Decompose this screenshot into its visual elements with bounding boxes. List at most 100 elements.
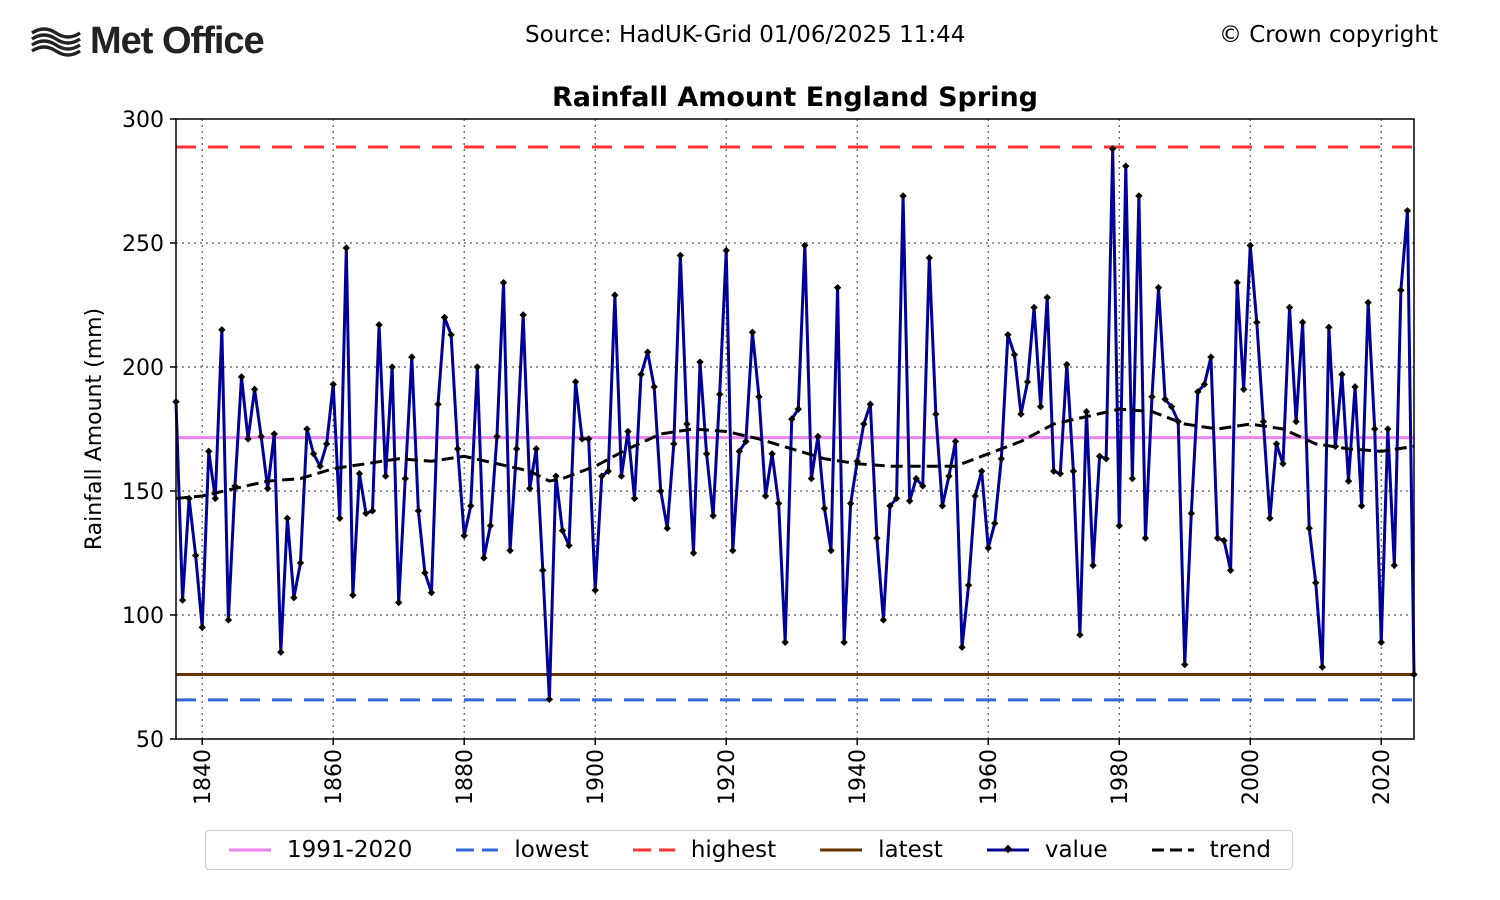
legend-item-trend: trend: [1150, 837, 1271, 863]
value-point: [342, 244, 350, 252]
value-point: [1371, 425, 1379, 433]
value-point: [1187, 509, 1195, 517]
legend-label-trend: trend: [1209, 837, 1271, 863]
value-point: [1148, 393, 1156, 401]
value-point: [395, 598, 403, 607]
value-point: [1056, 469, 1064, 478]
value-point: [755, 393, 763, 401]
value-point: [499, 279, 508, 287]
value-point: [473, 363, 481, 371]
value-point: [709, 512, 717, 520]
value-point: [886, 502, 894, 510]
value-point: [309, 450, 318, 458]
x-tick-label: 1860: [322, 749, 347, 805]
wave-logo-icon: [31, 26, 81, 57]
value-point: [1357, 502, 1366, 510]
value-point: [296, 559, 305, 567]
value-point: [526, 484, 534, 493]
x-tick-label: 2000: [1239, 749, 1264, 805]
value-point: [604, 467, 612, 475]
value-point: [748, 328, 757, 336]
value-point: [827, 546, 835, 555]
value-point: [978, 467, 986, 475]
legend-label-highest: highest: [690, 837, 777, 863]
value-point: [892, 494, 901, 503]
value-point: [257, 432, 265, 441]
value-point: [480, 554, 488, 562]
value-point: [1161, 395, 1169, 403]
value-point: [532, 445, 540, 453]
y-axis-label: Rainfall Amount (mm): [82, 308, 107, 550]
legend-item-lowest: lowest: [454, 837, 589, 863]
value-point: [414, 507, 423, 515]
value-point: [571, 378, 580, 386]
value-point: [951, 437, 960, 446]
value-point: [1384, 425, 1392, 433]
value-point: [460, 531, 468, 540]
value-point: [1397, 286, 1405, 294]
y-tick-label: 150: [122, 480, 164, 505]
value-point: [1115, 522, 1123, 530]
logo-text: Met Office: [90, 20, 265, 62]
legend-item-average: 1991-2020: [227, 837, 412, 863]
value-point: [211, 494, 219, 503]
legend-label-average: 1991-2020: [287, 837, 413, 863]
value-point: [873, 534, 881, 542]
value-point: [368, 507, 377, 515]
value-point: [715, 390, 724, 398]
value-point: [696, 358, 704, 366]
value-point: [539, 566, 547, 575]
legend-label-latest: latest: [878, 837, 943, 863]
value-point: [178, 596, 187, 604]
value-point: [486, 522, 495, 530]
value-point: [401, 474, 409, 483]
value-point: [408, 353, 416, 361]
value-point: [1279, 460, 1287, 468]
value-point: [440, 313, 449, 322]
value-point: [912, 474, 920, 483]
value-point: [355, 469, 364, 478]
value-point: [1312, 579, 1320, 587]
y-tick-label: 300: [122, 108, 164, 133]
value-point: [303, 425, 311, 433]
value-point: [381, 472, 390, 480]
value-point: [964, 581, 973, 589]
value-point: [1023, 378, 1032, 386]
value-point: [322, 440, 331, 448]
y-tick-label: 250: [122, 232, 164, 257]
value-point: [905, 497, 914, 505]
legend-swatch-trend: [1151, 848, 1194, 852]
value-point: [899, 192, 907, 200]
value-point: [506, 546, 514, 555]
legend-swatch-lowest: [456, 848, 499, 852]
value-point: [984, 544, 992, 552]
value-point: [958, 643, 966, 651]
value-point: [722, 246, 730, 255]
value-point: [336, 514, 344, 522]
value-point: [729, 546, 737, 555]
value-point: [1207, 353, 1215, 361]
value-point: [624, 427, 632, 436]
copyright-text: © Crown copyright: [1218, 22, 1438, 48]
plot-frame: [175, 118, 1415, 740]
value-point: [1403, 207, 1412, 215]
value-point: [388, 363, 396, 371]
legend-item-latest: latest: [818, 837, 943, 863]
value-point: [1305, 524, 1313, 532]
x-tick-label: 1900: [584, 749, 609, 805]
y-tick-label: 200: [122, 356, 164, 381]
value-point: [991, 519, 999, 527]
value-point: [277, 648, 285, 656]
value-point: [421, 569, 429, 577]
source-text: Source: HadUK-Grid 01/06/2025 11:44: [525, 22, 966, 48]
value-point: [1325, 323, 1333, 331]
y-tick-label: 100: [122, 604, 164, 629]
value-point: [781, 638, 789, 646]
value-point: [1240, 385, 1248, 393]
value-point: [447, 331, 455, 339]
value-point: [1272, 440, 1281, 448]
value-point: [1043, 293, 1051, 302]
value-point: [1331, 442, 1340, 451]
value-point: [1135, 192, 1143, 200]
value-point: [1128, 474, 1137, 483]
